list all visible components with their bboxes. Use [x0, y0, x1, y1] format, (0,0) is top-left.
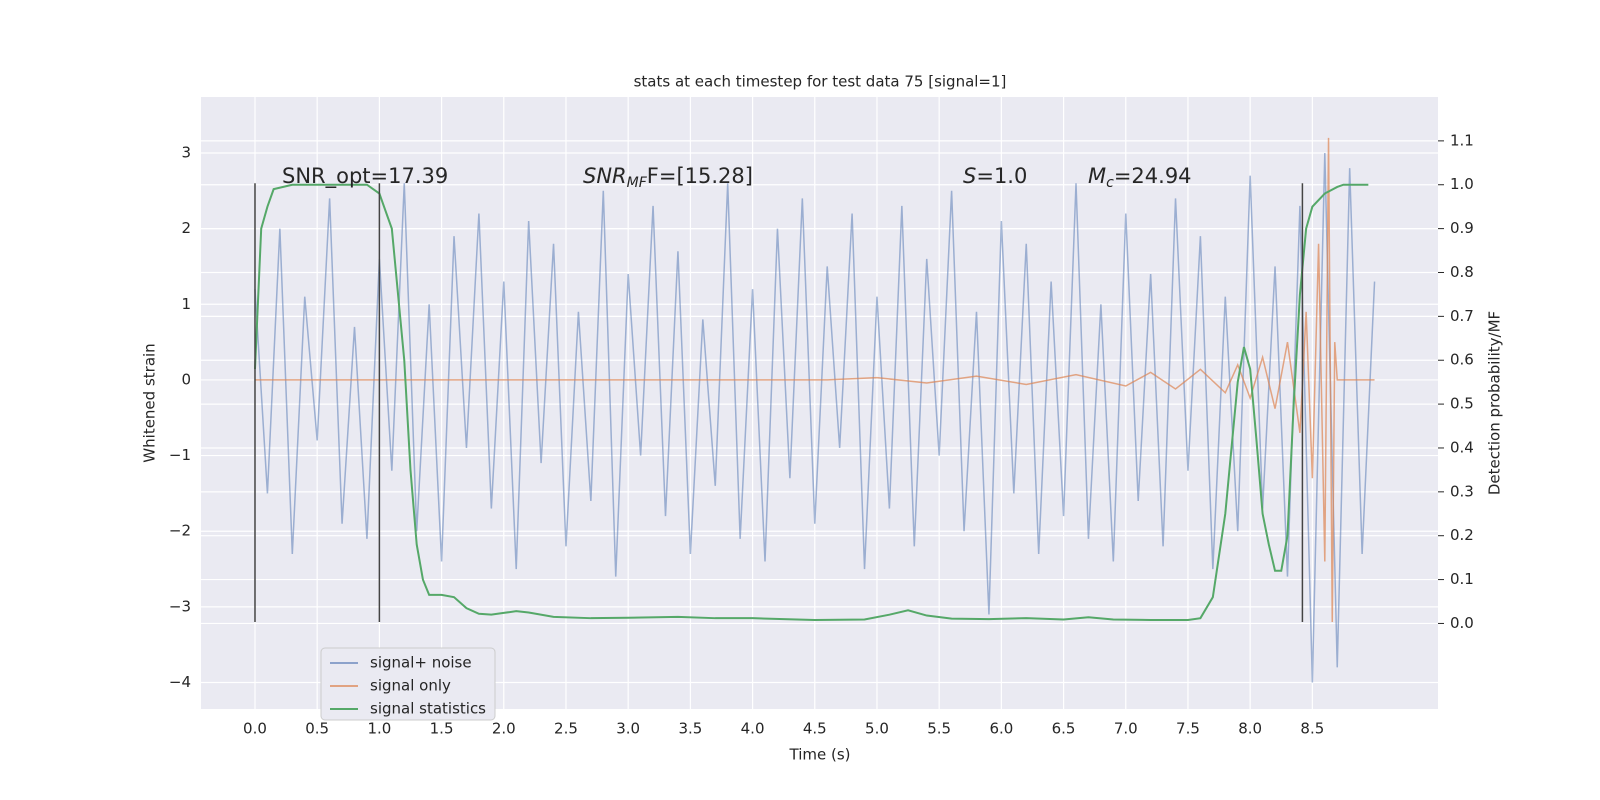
y2-tick-label: 0.8 — [1450, 263, 1474, 281]
x-tick-label: 8.5 — [1300, 720, 1324, 738]
x-tick-label: 1.0 — [367, 720, 391, 738]
x-tick-label: 8.0 — [1238, 720, 1262, 738]
x-tick-label: 1.5 — [430, 720, 454, 738]
x-tick-label: 6.5 — [1052, 720, 1076, 738]
annotation: SNR_opt=17.39 — [282, 164, 448, 189]
y-tick-label: −2 — [169, 522, 191, 540]
series-line — [254, 137, 1375, 623]
y2-tick-label: 1.0 — [1450, 175, 1474, 193]
y-tick-label: 0 — [181, 370, 191, 388]
y2-tick-label: 0.3 — [1450, 482, 1474, 500]
x-tick-label: 7.5 — [1176, 720, 1200, 738]
x-tick-label: 4.5 — [803, 720, 827, 738]
legend-label: signal only — [370, 677, 451, 695]
annotation-text: S — [963, 164, 976, 188]
y2-axis-label: Detection probability/MF — [1486, 311, 1504, 495]
y2-tick-label: 0.4 — [1450, 438, 1474, 456]
x-tick-label: 5.5 — [927, 720, 951, 738]
annotation-sub: c — [1106, 175, 1114, 191]
chart-title: stats at each timestep for test data 75 … — [634, 73, 1007, 91]
y2-tick-label: 0.7 — [1450, 307, 1474, 325]
annotation-rest: F=[15.28] — [647, 164, 753, 188]
x-tick-label: 0.5 — [305, 720, 329, 738]
y-tick-label: −4 — [169, 673, 191, 691]
annotation: S=1.0 — [963, 164, 1027, 188]
x-tick-label: 2.0 — [492, 720, 516, 738]
annotation: Mc=24.94 — [1088, 164, 1192, 191]
y-tick-label: 1 — [181, 295, 191, 313]
y2-tick-label: 0.9 — [1450, 219, 1474, 237]
x-tick-label: 6.0 — [989, 720, 1013, 738]
y-axis-label: Whitened strain — [141, 343, 159, 462]
y-tick-label: 2 — [181, 219, 191, 237]
annotation: SNRMFF=[15.28] — [583, 164, 753, 191]
x-tick-label: 5.0 — [865, 720, 889, 738]
x-axis-label: Time (s) — [789, 746, 851, 764]
y2-tick-label: 0.5 — [1450, 395, 1474, 413]
annotation-rest: =24.94 — [1114, 164, 1192, 188]
legend: signal+ noise signal only signal statistic… — [320, 647, 496, 721]
y2-tick-label: 1.1 — [1450, 131, 1474, 149]
x-tick-label: 3.0 — [616, 720, 640, 738]
x-tick-label: 4.0 — [741, 720, 765, 738]
annotation-text: SNR_opt=17.39 — [282, 164, 448, 189]
y2-tick-label: 0.1 — [1450, 570, 1474, 588]
y2-tick-label: 0.0 — [1450, 614, 1474, 632]
x-tick-label: 7.0 — [1114, 720, 1138, 738]
legend-box — [320, 647, 496, 721]
annotation-text: SNR — [583, 164, 627, 188]
y2-tick-label: 0.2 — [1450, 526, 1474, 544]
series-line — [253, 183, 1369, 621]
x-tick-label: 0.0 — [243, 720, 267, 738]
x-tick-label: 2.5 — [554, 720, 578, 738]
legend-label: signal statistics — [370, 700, 486, 718]
annotations: SNR_opt=17.39 SNRMFF=[15.28] S=1.0 Mc=24.94 — [282, 164, 1192, 191]
annotation-rest: =1.0 — [976, 164, 1027, 188]
y-tick-label: −1 — [169, 446, 191, 464]
marks — [253, 137, 1376, 683]
annotation-text: M — [1088, 164, 1106, 188]
y-tick-label: 3 — [181, 143, 191, 161]
y2-tick-label: 0.6 — [1450, 351, 1474, 369]
x-tick-label: 3.5 — [678, 720, 702, 738]
series-line — [254, 152, 1376, 683]
y-tick-label: −3 — [169, 597, 191, 615]
annotation-sub: MF — [627, 175, 648, 191]
legend-label: signal+ noise — [370, 654, 472, 672]
